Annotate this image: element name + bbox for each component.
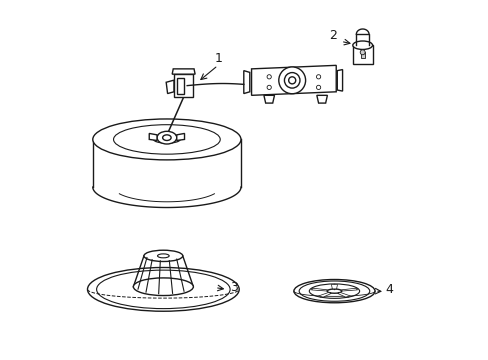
Polygon shape: [318, 293, 331, 297]
Polygon shape: [337, 293, 350, 297]
Polygon shape: [316, 95, 327, 103]
Ellipse shape: [293, 279, 374, 303]
Ellipse shape: [97, 270, 230, 309]
Polygon shape: [172, 69, 195, 74]
Bar: [352, 45, 372, 64]
Polygon shape: [341, 288, 357, 291]
Ellipse shape: [360, 50, 365, 55]
Ellipse shape: [309, 284, 359, 298]
Ellipse shape: [153, 136, 180, 143]
Ellipse shape: [316, 85, 320, 90]
Text: 2: 2: [328, 29, 336, 42]
Text: 4: 4: [385, 283, 393, 296]
Polygon shape: [331, 284, 337, 289]
Ellipse shape: [352, 41, 372, 49]
Polygon shape: [337, 69, 342, 91]
Bar: [174, 74, 193, 97]
Bar: [177, 78, 183, 94]
Ellipse shape: [266, 85, 271, 90]
Ellipse shape: [133, 278, 193, 296]
Polygon shape: [251, 66, 336, 95]
Polygon shape: [244, 71, 249, 94]
Ellipse shape: [157, 254, 169, 258]
Polygon shape: [166, 80, 174, 94]
Ellipse shape: [113, 125, 220, 154]
Text: 3: 3: [229, 281, 237, 294]
Ellipse shape: [288, 77, 295, 84]
Ellipse shape: [316, 75, 320, 79]
Ellipse shape: [87, 267, 239, 311]
Ellipse shape: [284, 73, 299, 88]
Ellipse shape: [326, 289, 341, 293]
Ellipse shape: [93, 119, 241, 160]
Polygon shape: [149, 134, 157, 140]
Text: 1: 1: [214, 52, 222, 65]
Polygon shape: [311, 288, 327, 291]
Ellipse shape: [278, 67, 305, 94]
Ellipse shape: [157, 131, 176, 144]
Ellipse shape: [299, 281, 369, 301]
Ellipse shape: [163, 135, 171, 140]
Bar: [360, 52, 364, 58]
Ellipse shape: [266, 75, 271, 79]
Polygon shape: [264, 95, 274, 103]
Ellipse shape: [143, 250, 183, 261]
Polygon shape: [176, 134, 184, 140]
